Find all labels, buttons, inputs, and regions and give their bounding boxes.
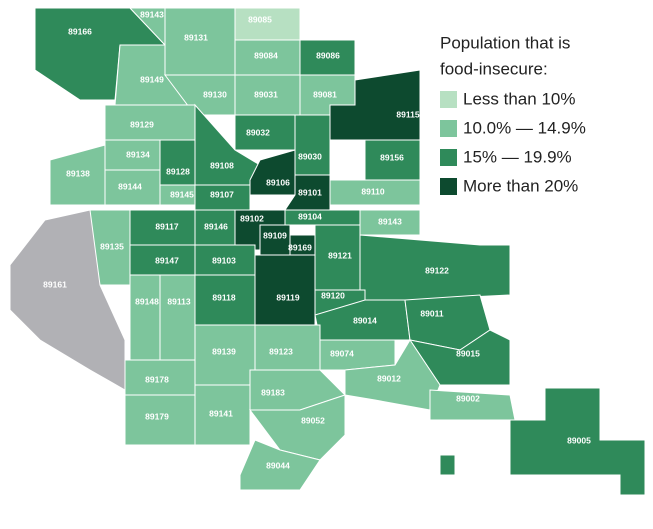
zip-label: 89101	[298, 187, 322, 197]
zip-region	[159, 139, 196, 186]
zip-label: 89030	[298, 151, 322, 161]
zip-label: 89139	[212, 346, 236, 356]
zip-label: 89123	[269, 346, 293, 356]
zip-label: 89156	[380, 152, 404, 162]
zip-label: 89145	[170, 189, 194, 199]
legend-swatch	[440, 149, 457, 166]
zip-region	[294, 114, 331, 176]
zip-label: 89119	[276, 292, 299, 302]
zip-label: 89115	[396, 109, 419, 119]
zip-label: 89130	[203, 89, 227, 99]
zip-label: 89106	[266, 177, 290, 187]
zip-label: 89011	[420, 308, 443, 318]
zip-label: 89109	[263, 230, 287, 240]
zip-label: 89032	[246, 127, 270, 137]
zip-label: 89128	[166, 166, 190, 176]
zip-label: 89085	[248, 14, 272, 24]
zip-label: 89138	[66, 168, 90, 178]
zip-label: 89074	[330, 348, 354, 358]
zip-label: 89149	[140, 74, 164, 84]
zip-region	[194, 384, 251, 446]
zip-label: 89107	[210, 189, 234, 199]
zip-label: 89141	[209, 408, 233, 418]
zip-label: 89104	[298, 211, 322, 221]
zip-label: 89148	[135, 296, 159, 306]
zip-label: 89081	[313, 89, 337, 99]
zip-label: 89113	[167, 296, 190, 306]
legend-label: Less than 10%	[463, 89, 575, 108]
zip-region	[249, 149, 296, 196]
legend-label: More than 20%	[463, 176, 578, 195]
zip-label: 89005	[567, 435, 591, 445]
zip-label: 89143	[140, 9, 164, 19]
zip-label: 89183	[261, 387, 285, 397]
zip-label: 89169	[288, 242, 312, 252]
legend-title: Population that is	[440, 33, 570, 52]
zip-label: 89084	[254, 50, 278, 60]
zip-label: 89014	[353, 315, 377, 325]
zip-label: 89117	[155, 221, 178, 231]
zip-label: 89122	[425, 265, 449, 275]
zip-label: 89044	[266, 460, 290, 470]
zip-label: 89146	[204, 221, 228, 231]
zip-region	[284, 209, 361, 226]
legend-label: 10.0% — 14.9%	[463, 118, 586, 137]
zip-label: 89120	[321, 290, 345, 300]
zip-region	[129, 274, 161, 361]
zip-label: 89161	[43, 279, 67, 289]
zip-label: 89031	[254, 89, 278, 99]
legend-label: 15% — 19.9%	[463, 147, 572, 166]
legend-swatch	[440, 178, 457, 195]
zip-label: 89002	[456, 393, 480, 403]
legend-swatch	[440, 120, 457, 137]
zip-region	[509, 387, 646, 496]
zip-label: 89015	[456, 348, 480, 358]
zip-label: 89129	[130, 119, 154, 129]
zip-region	[329, 179, 421, 206]
zip-label: 89131	[184, 32, 208, 42]
zip-label: 89179	[145, 411, 169, 421]
zip-label: 89103	[212, 255, 236, 265]
zip-label: 89121	[328, 250, 352, 260]
zip-label: 89012	[377, 373, 401, 383]
zip-label: 89086	[316, 50, 340, 60]
zip-region	[159, 274, 196, 361]
zip-label: 89118	[212, 292, 235, 302]
zip-label: 89108	[210, 160, 234, 170]
legend: Population that is food-insecure: Less t…	[440, 33, 586, 195]
zip-label: 89110	[361, 186, 384, 196]
regions: 89166 89143 89131 89085 89084 89086 89149 89130…	[9, 7, 646, 496]
zip-label: 89144	[118, 181, 142, 191]
zip-label: 89134	[126, 149, 150, 159]
legend-swatch	[440, 91, 457, 108]
zip-label: 89147	[155, 255, 179, 265]
zip-label: 89102	[240, 213, 264, 223]
zip-label: 89178	[145, 374, 169, 384]
legend-title: food-insecure:	[440, 59, 548, 78]
zip-label: 89143	[378, 216, 402, 226]
zip-label: 89166	[68, 26, 92, 36]
zip-region	[239, 439, 321, 491]
zip-region	[254, 254, 316, 326]
zip-label: 89052	[301, 415, 325, 425]
zip-region-piece	[439, 454, 456, 476]
zip-label: 89135	[100, 241, 124, 251]
